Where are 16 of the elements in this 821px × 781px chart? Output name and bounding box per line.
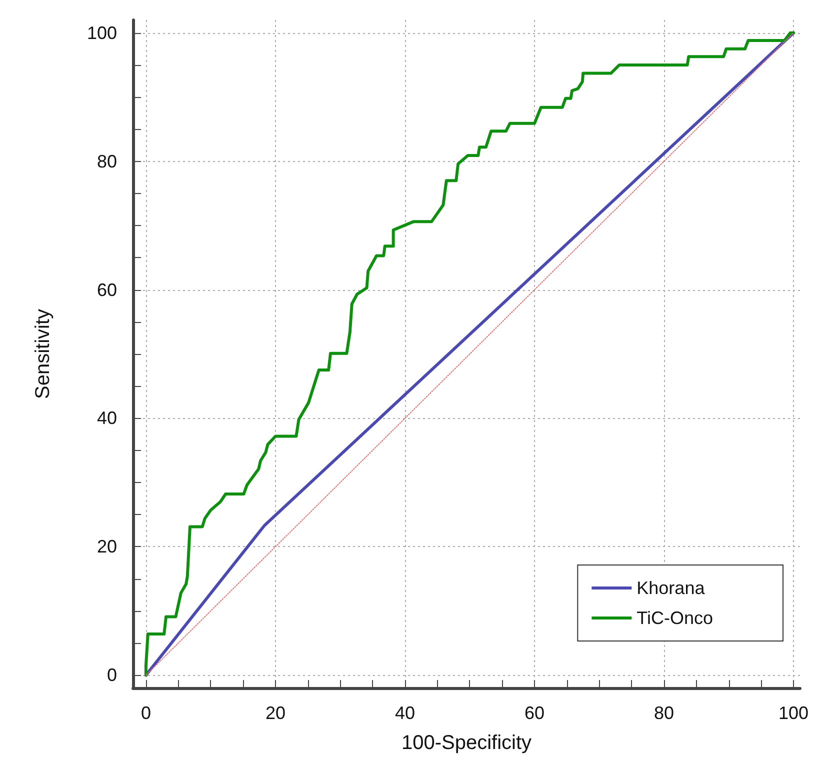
legend-label: TiC-Onco — [636, 608, 713, 628]
y-tick-label: 80 — [96, 151, 117, 172]
x-axis-title: 100-Specificity — [401, 732, 532, 754]
legend-label: Khorana — [636, 578, 706, 598]
y-axis-title: Sensitivity — [32, 308, 54, 400]
y-tick-label: 60 — [96, 280, 117, 300]
y-tick-label: 20 — [96, 536, 117, 557]
x-tick-label: 100 — [778, 703, 809, 723]
x-tick-label: 0 — [140, 703, 151, 723]
x-tick-label: 40 — [394, 703, 415, 723]
y-tick-label: 40 — [96, 408, 117, 428]
y-tick-label: 0 — [106, 665, 117, 686]
x-tick-label: 60 — [524, 703, 545, 723]
y-tick-label: 100 — [86, 22, 117, 43]
x-tick-label: 20 — [265, 703, 286, 723]
x-tick-label: 80 — [654, 703, 674, 723]
